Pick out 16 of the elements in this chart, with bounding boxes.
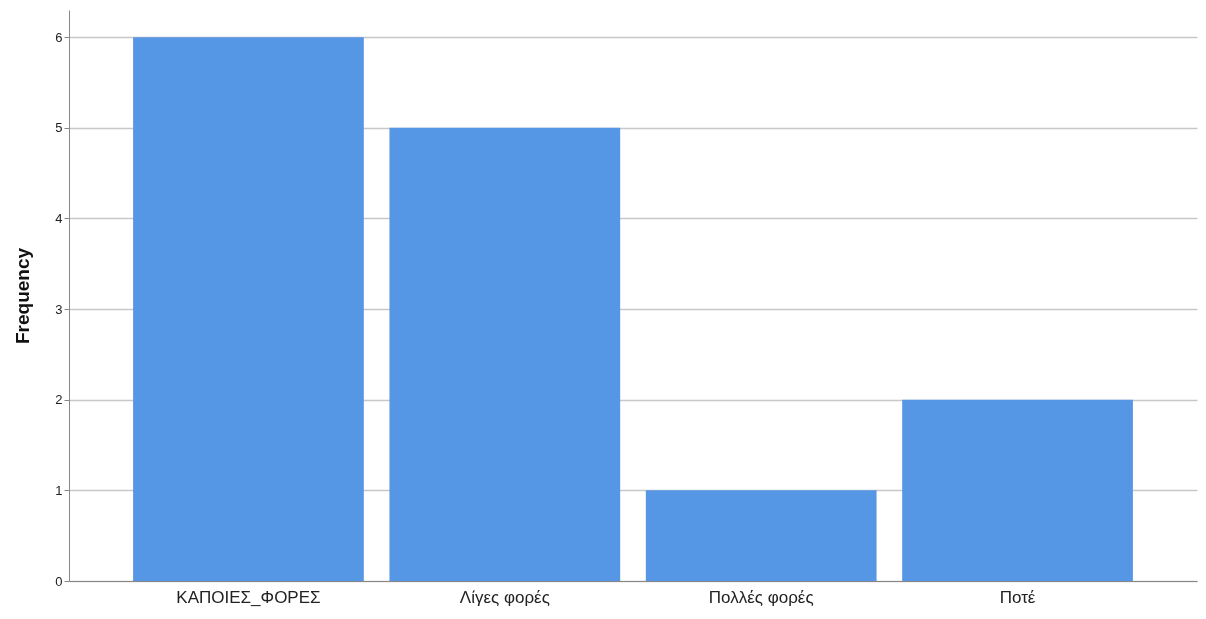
y-tick-label: 2	[55, 392, 63, 408]
y-tick-label: 5	[55, 120, 63, 136]
x-tick-label: Πολλές φορές	[708, 587, 814, 607]
y-tick-label: 3	[55, 301, 63, 317]
x-tick-label: Ποτέ	[999, 587, 1036, 607]
bar	[389, 127, 621, 581]
y-tick-label: 6	[55, 29, 63, 45]
x-tick-label: ΚΑΠΟΙΕΣ_ΦΟΡΕΣ	[176, 587, 321, 607]
bar	[133, 37, 364, 581]
y-tick-label: 1	[55, 482, 63, 498]
x-tick-label: Λίγες φορές	[459, 587, 550, 607]
y-axis-title: Frequency	[12, 247, 34, 345]
bar	[645, 490, 877, 581]
bar	[902, 399, 1133, 581]
y-tick-label: 0	[55, 573, 63, 589]
y-tick-label: 4	[55, 210, 63, 226]
